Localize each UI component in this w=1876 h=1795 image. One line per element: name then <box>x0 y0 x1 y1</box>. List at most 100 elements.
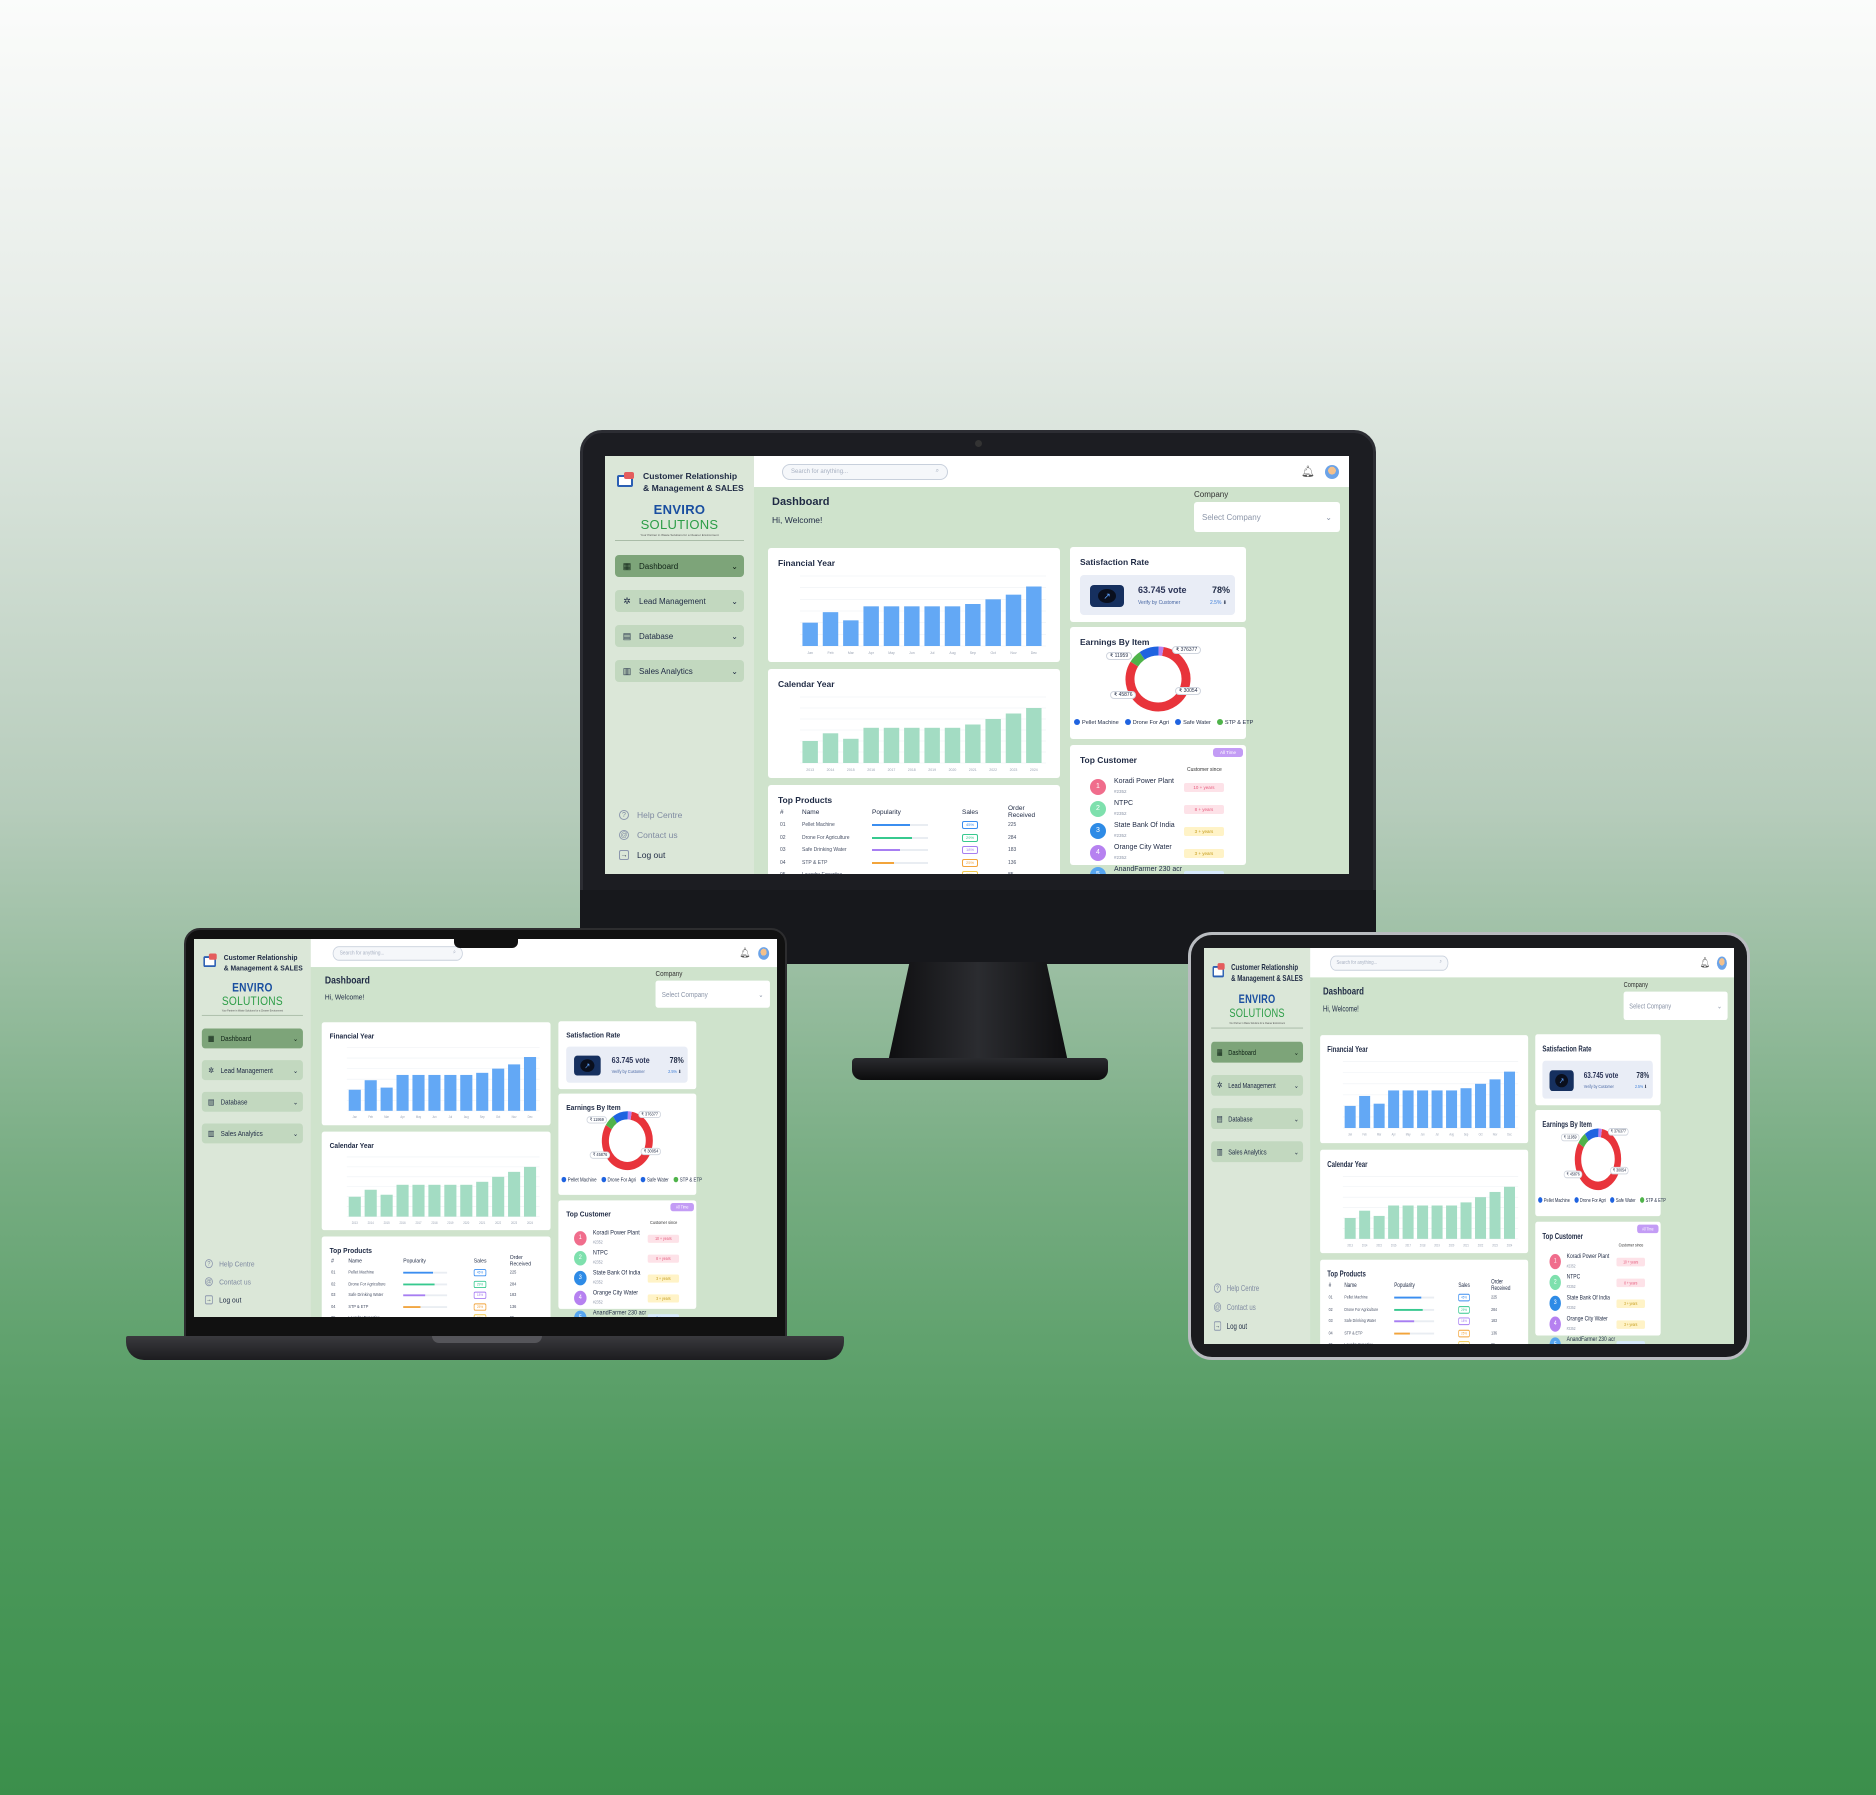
table-row[interactable]: 03 Safe Drinking Water 18% 183 <box>780 844 1052 857</box>
brand-line-1: Customer Relationship <box>223 952 298 962</box>
customer-row[interactable]: 4 Orange City Water #2352 3 + years <box>1090 843 1240 865</box>
popularity-cell <box>1394 1339 1458 1344</box>
sidebar-item-database[interactable]: ▤ Database ⌄ <box>615 625 744 647</box>
search-input[interactable]: Search for anything... ⌕ <box>1330 955 1449 971</box>
x-tick-label: 2021 <box>969 768 977 772</box>
sidebar-item-lead-management[interactable]: ✲ Lead Management ⌄ <box>615 590 744 612</box>
bar <box>924 606 940 646</box>
top-products-rows: 01 Pellet Machine 45% 225 02 Drone For Agricu… <box>780 819 1052 874</box>
legend-item: Pellet Machine <box>1538 1197 1570 1204</box>
avatar[interactable] <box>1716 956 1727 970</box>
company-select[interactable]: Select Company ⌄ <box>655 980 770 1008</box>
legend-swatch <box>1538 1197 1543 1203</box>
customer-row[interactable]: 1 Koradi Power Plant #2352 10 + years <box>574 1229 692 1249</box>
table-row[interactable]: 01 Pellet Machine 45% 225 <box>780 819 1052 832</box>
table-row[interactable]: 01 Pellet Machine 45% 225 <box>331 1267 544 1278</box>
table-row[interactable]: 02 Drone For Agriculture 29% 284 <box>1329 1304 1523 1316</box>
customer-row[interactable]: 5AnandFarmer 230 acr#23522 + years <box>574 1309 692 1317</box>
contact-link[interactable]: @ Contact us <box>204 1277 255 1287</box>
legend-swatch <box>1074 719 1080 725</box>
logout-link[interactable]: → Log out <box>1213 1321 1259 1331</box>
bell-icon[interactable]: 🔔︎ <box>739 948 751 959</box>
contact-link[interactable]: @ Contact us <box>619 830 682 840</box>
legend-item: Safe Water <box>640 1176 669 1183</box>
sidebar-footer: ? Help Centre @ Contact us → Log out <box>204 1250 255 1305</box>
bar <box>380 1194 393 1217</box>
help-centre-link[interactable]: ? Help Centre <box>204 1259 255 1269</box>
sidebar-item-sales-analytics[interactable]: ▥ Sales Analytics ⌄ <box>201 1123 303 1144</box>
table-row[interactable]: 04 STP & ETP 25% 136 <box>780 857 1052 870</box>
chevron-down-icon: ⌄ <box>731 596 738 606</box>
sidebar-item-sales-analytics[interactable]: ▥ Sales Analytics ⌄ <box>615 660 744 682</box>
customer-row[interactable]: 2 NTPC #2352 8 + years <box>1090 799 1240 821</box>
table-row[interactable]: 04 STP & ETP 25% 136 <box>1329 1327 1523 1339</box>
product-number: 01 <box>780 822 786 829</box>
help-centre-link[interactable]: ? Help Centre <box>619 810 682 820</box>
logout-link[interactable]: → Log out <box>204 1295 255 1305</box>
table-row[interactable]: 03 Safe Drinking Water 18% 183 <box>331 1290 544 1301</box>
table-row[interactable]: 05Laundry Expertise 25% 85 <box>1329 1339 1523 1344</box>
sidebar-item-sales-analytics[interactable]: ▥ Sales Analytics ⌄ <box>1211 1141 1304 1163</box>
sidebar-item-dashboard[interactable]: ▦ Dashboard ⌄ <box>1211 1041 1304 1063</box>
customer-row[interactable]: 3 State Bank Of India #2352 3 + years <box>1549 1294 1657 1315</box>
arrow-down-icon: ⬇ <box>1644 1084 1648 1091</box>
logout-link[interactable]: → Log out <box>619 850 682 860</box>
x-tick-label: 2017 <box>888 768 896 772</box>
customer-row[interactable]: 2 NTPC #2352 8 + years <box>1549 1273 1657 1294</box>
all-time-filter-button[interactable]: All Time <box>1213 748 1243 757</box>
company-select[interactable]: Select Company ⌄ <box>1623 991 1728 1021</box>
financial-year-card: Financial Year Jan Feb Mar Apr May Jun Jul Aug S… <box>321 1022 551 1126</box>
customer-row[interactable]: 1 Koradi Power Plant #2352 10 + years <box>1549 1252 1657 1273</box>
card-title: Calendar Year <box>1327 1159 1368 1169</box>
customer-row[interactable]: 4 Orange City Water #2352 3 + years <box>1549 1315 1657 1336</box>
table-row[interactable]: 04 STP & ETP 25% 136 <box>331 1301 544 1312</box>
customer-id: #2352 <box>1566 1263 1576 1269</box>
product-name: Drone For Agriculture <box>348 1281 386 1287</box>
customer-row[interactable]: 1 Koradi Power Plant #2352 10 + years <box>1090 777 1240 799</box>
popularity-bar <box>872 824 928 827</box>
bar <box>1431 1090 1443 1129</box>
x-tick-label: 2013 <box>1347 1243 1353 1248</box>
table-row[interactable]: 05Laundry Expertise 25% 85 <box>331 1312 544 1317</box>
customer-row[interactable]: 3 State Bank Of India #2352 3 + years <box>574 1269 692 1289</box>
table-row[interactable]: 02 Drone For Agriculture 29% 284 <box>331 1279 544 1290</box>
search-input[interactable]: Search for anything... ⌕ <box>332 945 463 961</box>
customer-row[interactable]: 4 Orange City Water #2352 3 + years <box>574 1289 692 1309</box>
table-row[interactable]: 02 Drone For Agriculture 29% 284 <box>780 832 1052 845</box>
satisfaction-rate-card: Satisfaction Rate ↗ 63.745 vote Verify b… <box>558 1021 697 1090</box>
customer-name: State Bank Of India <box>1114 822 1175 829</box>
sidebar-item-dashboard[interactable]: ▦ Dashboard ⌄ <box>615 555 744 577</box>
sidebar-item-lead-management[interactable]: ✲ Lead Management ⌄ <box>1211 1074 1304 1096</box>
customer-row[interactable]: 2 NTPC #2352 8 + years <box>574 1249 692 1269</box>
table-row[interactable]: 01 Pellet Machine 45% 225 <box>1329 1292 1523 1304</box>
contact-link[interactable]: @ Contact us <box>1213 1302 1259 1312</box>
sidebar-item-lead-management[interactable]: ✲ Lead Management ⌄ <box>201 1060 303 1081</box>
sidebar-item-database[interactable]: ▤ Database ⌄ <box>1211 1108 1304 1129</box>
laptop-lip <box>432 1336 542 1343</box>
sidebar-item-dashboard[interactable]: ▦ Dashboard ⌄ <box>201 1028 303 1049</box>
avatar[interactable] <box>758 946 770 960</box>
all-time-filter-button[interactable]: All Time <box>1637 1224 1659 1234</box>
help-centre-link[interactable]: ? Help Centre <box>1213 1283 1259 1293</box>
analytics-icon: ▥ <box>1216 1146 1223 1156</box>
x-tick-label: Aug <box>949 651 955 655</box>
customer-row[interactable]: 5AnandFarmer 230 acr#23522 + years <box>1090 865 1240 874</box>
chevron-down-icon: ⌄ <box>292 1129 299 1138</box>
customer-row[interactable]: 5AnandFarmer 230 acr#23522 + years <box>1549 1335 1657 1344</box>
sales-badge: 25% <box>1458 1341 1470 1344</box>
table-row[interactable]: 05Laundry Expertise 25% 85 <box>780 869 1052 874</box>
bar <box>428 1184 441 1217</box>
company-select[interactable]: Select Company ⌄ <box>1194 502 1340 532</box>
logout-label: Log out <box>637 850 666 860</box>
x-tick-label: 2018 <box>1420 1243 1426 1248</box>
table-row[interactable]: 03 Safe Drinking Water 18% 183 <box>1329 1316 1523 1328</box>
card-title: Top Customer <box>1542 1231 1583 1241</box>
rank-badge: 3 <box>1549 1295 1561 1311</box>
customer-row[interactable]: 3 State Bank Of India #2352 3 + years <box>1090 821 1240 843</box>
all-time-filter-button[interactable]: All Time <box>670 1203 694 1212</box>
avatar[interactable] <box>1325 464 1339 479</box>
search-input[interactable]: Search for anything... ⌕ <box>782 463 948 480</box>
bell-icon[interactable]: 🔔︎ <box>1699 957 1710 969</box>
sidebar-item-database[interactable]: ▤ Database ⌄ <box>201 1091 303 1112</box>
bell-icon[interactable]: 🔔︎ <box>1301 466 1315 478</box>
